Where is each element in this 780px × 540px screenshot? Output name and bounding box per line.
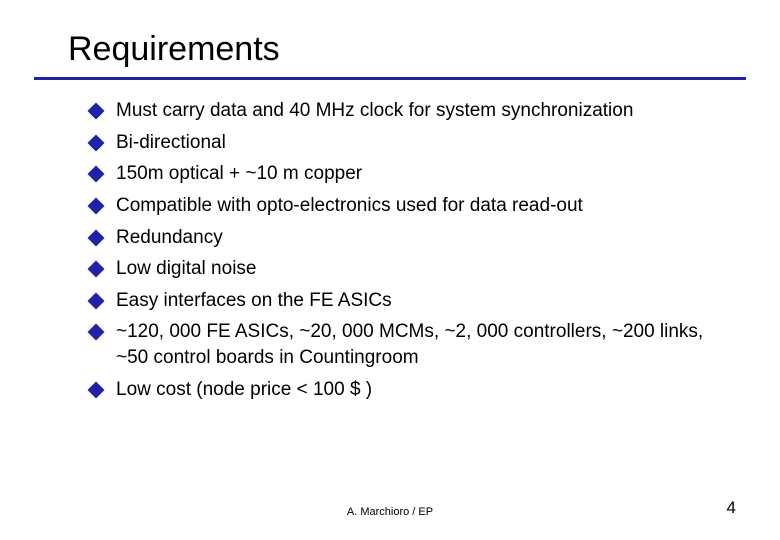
bullet-text: Compatible with opto-electronics used fo…	[116, 193, 583, 219]
diamond-bullet-icon	[88, 324, 105, 341]
diamond-bullet-icon	[88, 134, 105, 151]
list-item: ~120, 000 FE ASICs, ~20, 000 MCMs, ~2, 0…	[90, 319, 740, 370]
diamond-bullet-icon	[88, 166, 105, 183]
list-item: Bi-directional	[90, 130, 740, 156]
bullet-text: Easy interfaces on the FE ASICs	[116, 288, 392, 314]
horizontal-rule	[34, 77, 746, 80]
page-number: 4	[727, 498, 736, 518]
bullet-text: Bi-directional	[116, 130, 226, 156]
bullet-list: Must carry data and 40 MHz clock for sys…	[0, 98, 780, 402]
slide-title: Requirements	[0, 0, 780, 77]
bullet-text: Must carry data and 40 MHz clock for sys…	[116, 98, 633, 124]
bullet-text: Redundancy	[116, 225, 223, 251]
list-item: 150m optical + ~10 m copper	[90, 161, 740, 187]
diamond-bullet-icon	[88, 261, 105, 278]
slide: Requirements Must carry data and 40 MHz …	[0, 0, 780, 540]
bullet-text: Low cost (node price < 100 $ )	[116, 377, 372, 403]
list-item: Redundancy	[90, 225, 740, 251]
diamond-bullet-icon	[88, 381, 105, 398]
list-item: Compatible with opto-electronics used fo…	[90, 193, 740, 219]
diamond-bullet-icon	[88, 292, 105, 309]
diamond-bullet-icon	[88, 103, 105, 120]
bullet-text: Low digital noise	[116, 256, 256, 282]
diamond-bullet-icon	[88, 229, 105, 246]
diamond-bullet-icon	[88, 197, 105, 214]
footer-author: A. Marchioro / EP	[0, 506, 780, 518]
list-item: Easy interfaces on the FE ASICs	[90, 288, 740, 314]
bullet-text: 150m optical + ~10 m copper	[116, 161, 362, 187]
list-item: Low cost (node price < 100 $ )	[90, 377, 740, 403]
bullet-text: ~120, 000 FE ASICs, ~20, 000 MCMs, ~2, 0…	[116, 319, 740, 370]
list-item: Low digital noise	[90, 256, 740, 282]
list-item: Must carry data and 40 MHz clock for sys…	[90, 98, 740, 124]
